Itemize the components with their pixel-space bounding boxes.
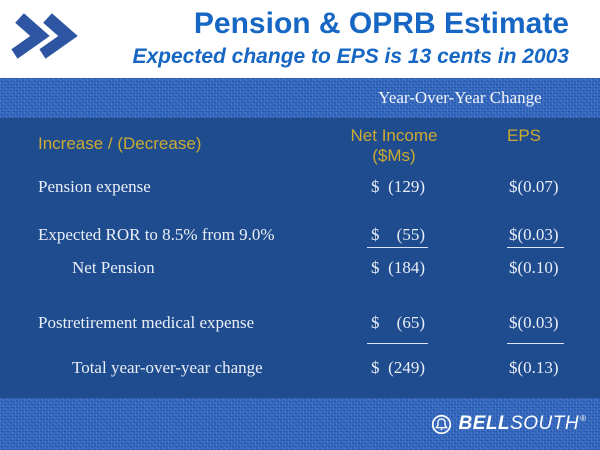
row-label: Pension expense bbox=[38, 177, 151, 196]
table-header-band bbox=[0, 78, 600, 118]
column-header-net-income-line2: ($Ms) bbox=[372, 146, 416, 165]
net-income-value: (129) bbox=[388, 177, 425, 196]
dollar-sign: $ bbox=[371, 258, 380, 277]
net-income-value: (65) bbox=[396, 313, 425, 332]
slide-header: Pension & OPRB Estimate Expected change … bbox=[0, 0, 600, 78]
row-eps-value: $(0.10) bbox=[509, 258, 559, 277]
row-label: Total year-over-year change bbox=[72, 358, 263, 377]
row-label: Net Pension bbox=[72, 258, 155, 277]
footer-band bbox=[0, 398, 600, 450]
table-row: Expected ROR to 8.5% from 9.0% $ (55) $(0… bbox=[0, 225, 600, 247]
column-header-eps: EPS bbox=[506, 126, 542, 145]
double-chevron-right-icon bbox=[11, 13, 78, 59]
registered-trademark-symbol: ® bbox=[580, 414, 586, 423]
row-net-income: $ (129) bbox=[371, 177, 425, 197]
dollar-sign: $ bbox=[371, 358, 380, 377]
row-net-income: $ (184) bbox=[371, 258, 425, 278]
table-row: Net Pension $ (184) $(0.10) bbox=[0, 258, 600, 280]
dollar-sign: $ bbox=[371, 225, 380, 244]
row-eps-value: $(0.13) bbox=[509, 358, 559, 377]
net-income-value: (55) bbox=[396, 225, 425, 244]
row-label: Expected ROR to 8.5% from 9.0% bbox=[38, 225, 275, 244]
page-title: Pension & OPRB Estimate bbox=[193, 7, 569, 40]
table-row: Postretirement medical expense $ (65) $(0… bbox=[0, 313, 600, 335]
row-net-income: $ (65) bbox=[371, 313, 425, 333]
subtotal-rule-eps bbox=[507, 247, 564, 248]
brand-text-bell: BELL bbox=[458, 413, 511, 434]
column-header-net-income: Net Income ($Ms) bbox=[334, 126, 454, 166]
total-rule-eps bbox=[507, 343, 564, 344]
bellsouth-logo: BELL SOUTH ® bbox=[431, 413, 586, 435]
total-rule-net-income bbox=[367, 343, 428, 344]
table-row: Pension expense $ (129) $(0.07) bbox=[0, 177, 600, 199]
dollar-sign: $ bbox=[371, 177, 380, 196]
row-eps-value: $(0.03) bbox=[509, 313, 559, 332]
title-block: Pension & OPRB Estimate Expected change … bbox=[132, 7, 569, 69]
bell-in-circle-icon bbox=[432, 414, 452, 434]
subtotal-rule-net-income bbox=[367, 247, 428, 248]
dollar-sign: $ bbox=[371, 313, 380, 332]
table-row: Total year-over-year change $ (249) $(0.1… bbox=[0, 358, 600, 380]
row-eps-value: $(0.07) bbox=[509, 177, 559, 196]
page-subtitle: Expected change to EPS is 13 cents in 20… bbox=[132, 45, 569, 68]
table-band-title: Year-Over-Year Change bbox=[378, 88, 542, 107]
row-net-income: $ (249) bbox=[371, 358, 425, 378]
row-net-income: $ (55) bbox=[371, 225, 425, 245]
table-body-background bbox=[0, 118, 600, 398]
row-eps-value: $(0.03) bbox=[509, 225, 559, 244]
brand-text-south: SOUTH bbox=[510, 413, 580, 434]
net-income-value: (184) bbox=[388, 258, 425, 277]
column-header-net-income-line1: Net Income bbox=[350, 126, 438, 145]
net-income-value: (249) bbox=[388, 358, 425, 377]
row-label: Postretirement medical expense bbox=[38, 313, 255, 332]
column-header-label: Increase / (Decrease) bbox=[38, 134, 202, 153]
